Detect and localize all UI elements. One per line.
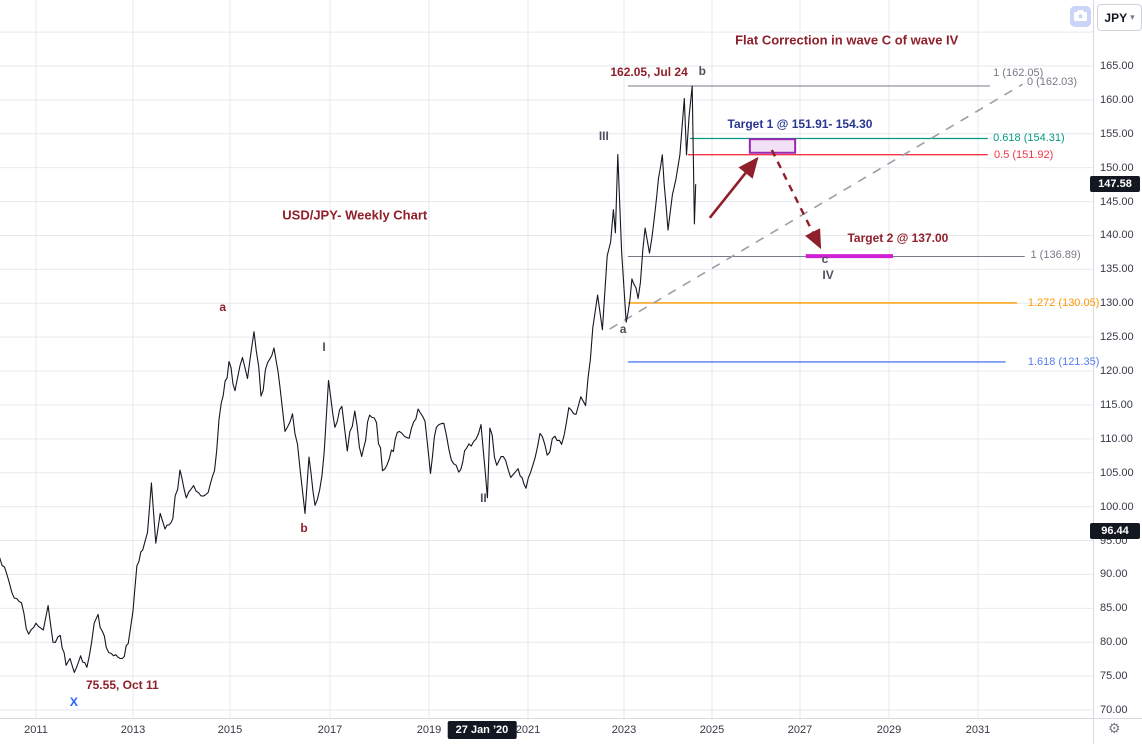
wave-label: a <box>619 322 627 337</box>
annotation-high-note: 162.05, Jul 24 <box>610 65 688 80</box>
price-scale-label: 160.00 <box>1100 93 1134 106</box>
scale-settings-corner: ⚙ <box>1093 718 1142 744</box>
price-scale-label: 130.00 <box>1100 297 1134 310</box>
time-scale-label: 2011 <box>24 724 48 736</box>
fib-level-label: 0.5 (151.92) <box>994 148 1054 161</box>
camera-button[interactable] <box>1070 6 1091 27</box>
price-scale-label: 70.00 <box>1100 704 1128 716</box>
price-scale-label: 150.00 <box>1100 161 1134 174</box>
crosshair-time-badge: 27 Jan ’20 <box>447 721 517 739</box>
price-scale-label: 120.00 <box>1100 365 1134 378</box>
chevron-down-icon: ▾ <box>1130 12 1135 22</box>
price-scale-label: 80.00 <box>1100 636 1128 649</box>
wave-label: b <box>300 520 308 535</box>
camera-icon <box>1074 8 1087 26</box>
annotation-target2-note: Target 2 @ 137.00 <box>847 230 949 245</box>
wave-label: a <box>219 300 227 315</box>
price-scale-label: 110.00 <box>1100 432 1133 445</box>
wave-label: X <box>69 694 78 709</box>
price-scale-label: 135.00 <box>1100 263 1134 276</box>
trendline[interactable] <box>609 83 1023 330</box>
annotation-chart-title: USD/JPY- Weekly Chart <box>282 207 428 223</box>
last-price-badge: 147.58 <box>1090 176 1140 193</box>
price-scale-label: 75.00 <box>1100 670 1128 683</box>
annotation-target1-note: Target 1 @ 151.91- 154.30 <box>727 117 873 132</box>
wave-label: IV <box>822 267 834 282</box>
annotation-flat-correction-note: Flat Correction in wave C of wave IV <box>735 32 959 48</box>
price-scale-label: 105.00 <box>1100 466 1134 479</box>
price-scale-label: 145.00 <box>1100 195 1134 208</box>
price-scale-label: 115.00 <box>1100 398 1133 411</box>
time-scale-label: 2017 <box>317 724 343 736</box>
price-scale-label: 90.00 <box>1100 568 1128 581</box>
time-scale-label: 2027 <box>787 724 813 736</box>
target2-arrow[interactable] <box>770 149 822 250</box>
annotation-low-note: 75.55, Oct 11 <box>85 677 159 692</box>
symbol-currency-label: JPY <box>1104 10 1128 25</box>
price-scale-label: 100.00 <box>1100 500 1134 513</box>
time-scale-label: 2015 <box>217 724 243 736</box>
fib-level-label: 1 (136.89) <box>1030 249 1081 262</box>
time-scale-label: 2025 <box>699 724 725 736</box>
fib-level-label: 1.272 (130.05) <box>1027 296 1100 309</box>
fib-level-label: 1 (162.05) <box>993 67 1044 80</box>
wave-label: II <box>480 491 487 506</box>
wave-label: b <box>698 64 706 79</box>
price-scale[interactable] <box>1093 0 1142 718</box>
time-scale-label: 2013 <box>120 724 146 736</box>
gear-icon[interactable]: ⚙ <box>1108 720 1121 736</box>
price-series <box>0 85 697 673</box>
time-scale-label: 2029 <box>876 724 902 736</box>
wave-label: c <box>821 252 829 267</box>
price-scale-label: 155.00 <box>1100 127 1134 140</box>
crosshair-price-badge: 96.44 <box>1090 522 1140 539</box>
price-scale-label: 140.00 <box>1100 229 1134 242</box>
price-scale-label: 85.00 <box>1100 602 1128 615</box>
time-scale[interactable] <box>0 718 1093 744</box>
time-scale-label: 2031 <box>965 724 991 736</box>
time-scale-label: 2021 <box>515 724 541 736</box>
target1-arrow[interactable] <box>708 156 759 219</box>
wave-label: III <box>598 128 609 143</box>
symbol-currency-button[interactable]: JPY ▾ <box>1097 4 1142 31</box>
price-scale-label: 125.00 <box>1100 331 1134 344</box>
fib-level-label: 0.618 (154.31) <box>993 132 1065 145</box>
price-scale-label: 165.00 <box>1100 60 1134 72</box>
time-scale-label: 2023 <box>611 724 637 736</box>
fib-level-label: 1.618 (121.35) <box>1027 355 1100 368</box>
fib-level-label: 0 (162.03) <box>1026 76 1078 89</box>
time-scale-label: 2019 <box>416 724 442 736</box>
wave-label: I <box>322 340 326 355</box>
